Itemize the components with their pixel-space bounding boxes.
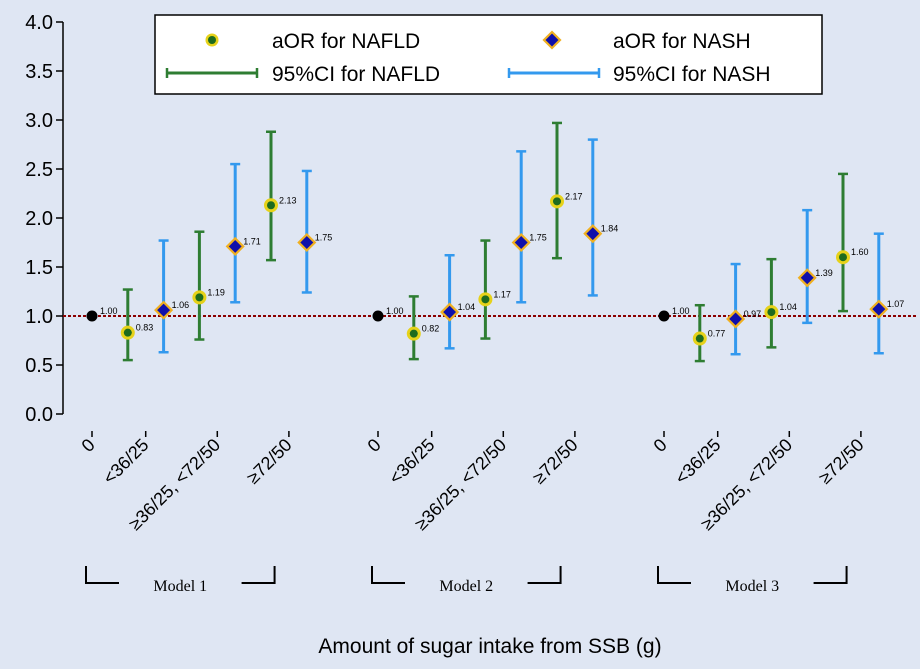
model-bracket-left (371, 566, 405, 584)
category-label: 0 (78, 435, 99, 456)
data-label: 1.06 (172, 300, 190, 310)
y-tick-label: 4.0 (25, 12, 53, 34)
nafld-point-core (409, 329, 418, 338)
legend-entry-nafld-point: aOR for NAFLD (205, 30, 420, 53)
data-label: 1.07 (887, 299, 905, 309)
data-label: 1.19 (207, 287, 225, 297)
nafld-point-core (695, 334, 704, 343)
data-label: 1.04 (779, 302, 797, 312)
legend-label: 95%CI for NAFLD (272, 63, 440, 86)
category-label: <36/25 (671, 435, 724, 488)
data-label: 1.17 (493, 289, 511, 299)
legend-entry-nafld-ci: 95%CI for NAFLD (165, 63, 440, 86)
model-bracket-right (813, 566, 848, 584)
nash-point (511, 232, 531, 253)
reference-point (658, 310, 670, 322)
nash-point (225, 236, 245, 256)
nash-point (726, 309, 746, 329)
x-axis-title: Amount of sugar intake from SSB (g) (318, 635, 661, 658)
model-bracket-right (241, 566, 276, 584)
nafld-point-core (553, 197, 561, 206)
nafld-legend-marker-core (208, 36, 216, 44)
legend-entry-nash-point: aOR for NASH (542, 30, 751, 53)
data-label: 1.00 (672, 306, 690, 316)
y-tick-label: 3.0 (25, 110, 53, 132)
y-tick-label: 2.0 (25, 208, 53, 230)
nash-point (869, 299, 889, 319)
data-label: 1.71 (243, 236, 261, 246)
nafld-point-core (767, 308, 776, 317)
nafld-point-core (123, 328, 132, 337)
legend: aOR for NAFLD aOR for NASH 95%CI for NAFLD… (154, 14, 823, 95)
legend-label: aOR for NAFLD (272, 30, 420, 53)
category-label: 0 (364, 435, 385, 456)
data-label: 1.60 (851, 247, 869, 257)
legend-label: aOR for NASH (613, 30, 751, 53)
model-label: Model 1 (153, 578, 207, 595)
y-tick-label: 1.5 (25, 257, 53, 279)
data-label: 1.00 (386, 306, 404, 316)
model-label: Model 2 (439, 578, 493, 595)
category-label: 0 (650, 435, 671, 456)
category-label: ≥72/50 (243, 435, 296, 488)
data-label: 1.00 (100, 306, 118, 316)
model-bracket-left (657, 566, 691, 584)
nafld-point-core (195, 293, 204, 302)
model-bracket-right (527, 566, 562, 584)
nash-point (797, 268, 817, 288)
category-label: <36/25 (385, 435, 438, 488)
nafld-point-core (839, 253, 847, 262)
data-label: 2.17 (565, 191, 583, 201)
data-label: 1.39 (815, 268, 833, 278)
marks: 1.000.831.061.191.712.131.750 <36/25≥36/2… (78, 121, 905, 595)
model-label: Model 3 (725, 578, 779, 595)
legend-label: 95%CI for NASH (613, 63, 771, 86)
nash-point (154, 300, 174, 320)
data-label: 2.13 (279, 195, 297, 205)
y-tick-label: 0.5 (25, 355, 53, 377)
model-group: 1.000.821.041.171.752.171.840 <36/25≥36/2… (364, 121, 619, 595)
category-label: <36/25 (99, 435, 152, 488)
axes: 0.0 0.5 1.0 1.5 2.0 2.5 3.0 3.5 4.0 (25, 12, 64, 426)
y-tick-label: 2.5 (25, 159, 53, 181)
category-label: ≥72/50 (815, 435, 868, 488)
data-label: 1.75 (529, 233, 547, 243)
data-label: 1.04 (458, 302, 476, 312)
nash-point (297, 232, 317, 253)
data-label: 1.84 (601, 224, 619, 234)
data-label: 0.77 (708, 329, 726, 339)
model-group: 1.000.831.061.191.712.131.750 <36/25≥36/2… (78, 130, 333, 595)
model-group: 1.000.770.971.041.391.601.070 <36/25≥36/2… (650, 172, 905, 595)
nafld-point-core (481, 295, 490, 304)
data-label: 0.82 (422, 324, 440, 334)
legend-entry-nash-ci: 95%CI for NASH (507, 63, 771, 86)
legend-box (154, 14, 823, 95)
data-label: 1.75 (315, 233, 333, 243)
y-tick-label: 0.0 (25, 404, 53, 426)
category-label: ≥72/50 (529, 435, 582, 488)
nash-legend-marker (542, 30, 562, 50)
reference-point (86, 310, 98, 322)
y-tick-label: 3.5 (25, 61, 53, 83)
y-tick-label: 1.0 (25, 306, 53, 328)
model-bracket-left (85, 566, 119, 584)
nash-point (440, 302, 460, 322)
data-label: 0.97 (744, 309, 762, 319)
nafld-point-core (267, 201, 275, 210)
nash-point (583, 224, 603, 244)
reference-point (372, 310, 384, 322)
data-label: 0.83 (136, 323, 154, 333)
